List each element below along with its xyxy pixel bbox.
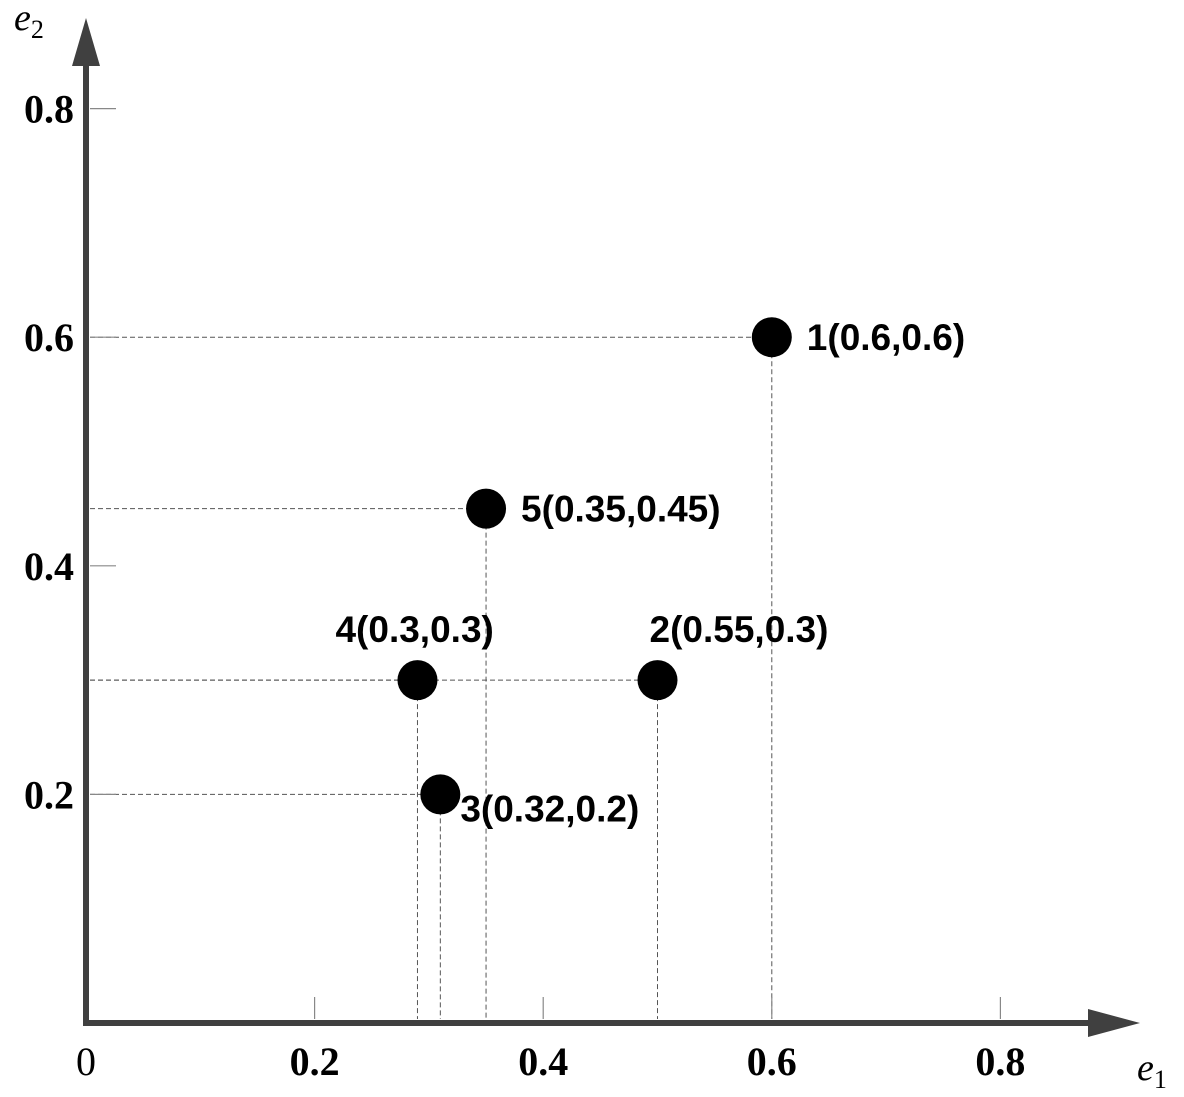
y-tick-label: 0.4: [24, 544, 74, 589]
labels-layer: 0 0.2 0.4 0.6 0.8 0.2 0.4 0.6 0.8 1(0.6,0.6) 2(0.5…: [24, 87, 1025, 1084]
y-tick-label: 0.2: [24, 772, 74, 817]
data-point-label-5: 5(0.35,0.45): [521, 489, 721, 530]
y-axis-title-main: e: [14, 0, 31, 39]
y-axis-arrow-icon: [72, 18, 100, 66]
data-point-1: [752, 317, 792, 357]
x-axis-arrow-icon: [1088, 1009, 1140, 1037]
y-tick-label: 0.8: [24, 87, 74, 132]
x-tick-label: 0: [76, 1039, 96, 1084]
data-point-4: [397, 660, 437, 700]
data-point-5: [466, 489, 506, 529]
data-point-label-3: 3(0.32,0.2): [460, 788, 639, 829]
y-tick-label: 0.6: [24, 315, 74, 360]
data-points-layer: [397, 317, 791, 814]
data-point-label-4: 4(0.3,0.3): [335, 609, 493, 650]
data-point-2: [638, 660, 678, 700]
data-point-3: [420, 774, 460, 814]
data-point-label-1: 1(0.6,0.6): [807, 317, 965, 358]
tick-marks-layer: [90, 109, 1000, 1019]
x-axis-title-subscript: 1: [1154, 1065, 1167, 1094]
x-tick-label: 0.4: [518, 1039, 568, 1084]
data-point-label-2: 2(0.55,0.3): [650, 609, 829, 650]
x-axis-title: e1: [1137, 1047, 1167, 1094]
y-axis-title: e2: [14, 0, 44, 44]
y-axis-title-subscript: 2: [31, 15, 44, 44]
x-axis-title-main: e: [1137, 1047, 1154, 1089]
x-tick-label: 0.6: [747, 1039, 797, 1084]
x-tick-label: 0.8: [975, 1039, 1025, 1084]
x-tick-label: 0.2: [290, 1039, 340, 1084]
